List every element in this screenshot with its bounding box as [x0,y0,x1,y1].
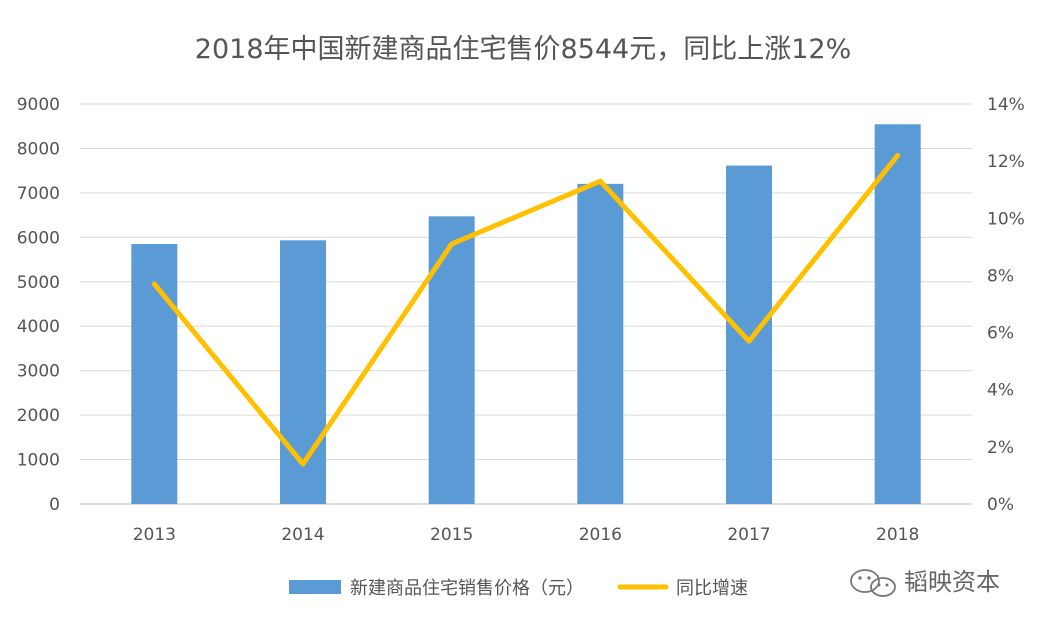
right-axis-tick-label: 6% [987,324,1014,344]
price-bar [875,124,921,504]
x-axis-tick-label: 2018 [876,525,919,545]
left-axis-tick-label: 5000 [17,273,60,293]
right-axis-tick-label: 14% [987,95,1025,115]
x-axis-tick-label: 2013 [133,525,176,545]
left-axis-tick-label: 2000 [17,406,60,426]
chart-title: 2018年中国新建商品住宅售价8544元，同比上涨12% [195,34,851,65]
left-axis-tick-label: 0 [49,495,60,515]
x-axis-tick-label: 2017 [727,525,770,545]
price-bar [577,184,623,504]
price-bar [726,166,772,504]
left-axis-tick-label: 4000 [17,317,60,337]
right-axis-tick-label: 4% [987,381,1014,401]
bar-series-layer [131,124,920,504]
right-axis-tick-label: 8% [987,266,1014,286]
wechat-icon [851,570,895,596]
legend: 新建商品住宅销售价格（元） 同比增速 [289,578,748,599]
left-axis-tick-label: 7000 [17,184,60,204]
grid-layer [80,104,972,504]
left-axis-tick-label: 8000 [17,139,60,159]
right-axis: 0% 2% 4% 6% 8% 10% 12% 14% [987,95,1025,515]
legend-line-label: 同比增速 [676,578,748,599]
legend-bar-swatch [289,580,341,594]
right-axis-tick-label: 12% [987,152,1025,172]
line-series-layer [154,155,898,464]
left-axis-tick-label: 1000 [17,451,60,471]
left-axis-tick-label: 9000 [17,95,60,115]
growth-line [154,155,897,464]
x-axis-tick-label: 2015 [430,525,473,545]
watermark-label: 韬映资本 [904,568,1000,596]
left-axis-tick-label: 6000 [17,228,60,248]
right-axis-tick-label: 0% [987,495,1014,515]
watermark: 韬映资本 [851,568,1000,596]
right-axis-tick-label: 10% [987,209,1025,229]
x-axis-tick-label: 2014 [281,525,324,545]
right-axis-tick-label: 2% [987,438,1014,458]
x-axis-tick-label: 2016 [579,525,622,545]
left-axis: 0 1000 2000 3000 4000 5000 6000 7000 8000 9000 [17,95,60,515]
price-bar [429,216,475,504]
x-axis: 2013 2014 2015 2016 2017 2018 [133,525,920,545]
legend-bar-label: 新建商品住宅销售价格（元） [350,578,584,599]
left-axis-tick-label: 3000 [17,362,60,382]
